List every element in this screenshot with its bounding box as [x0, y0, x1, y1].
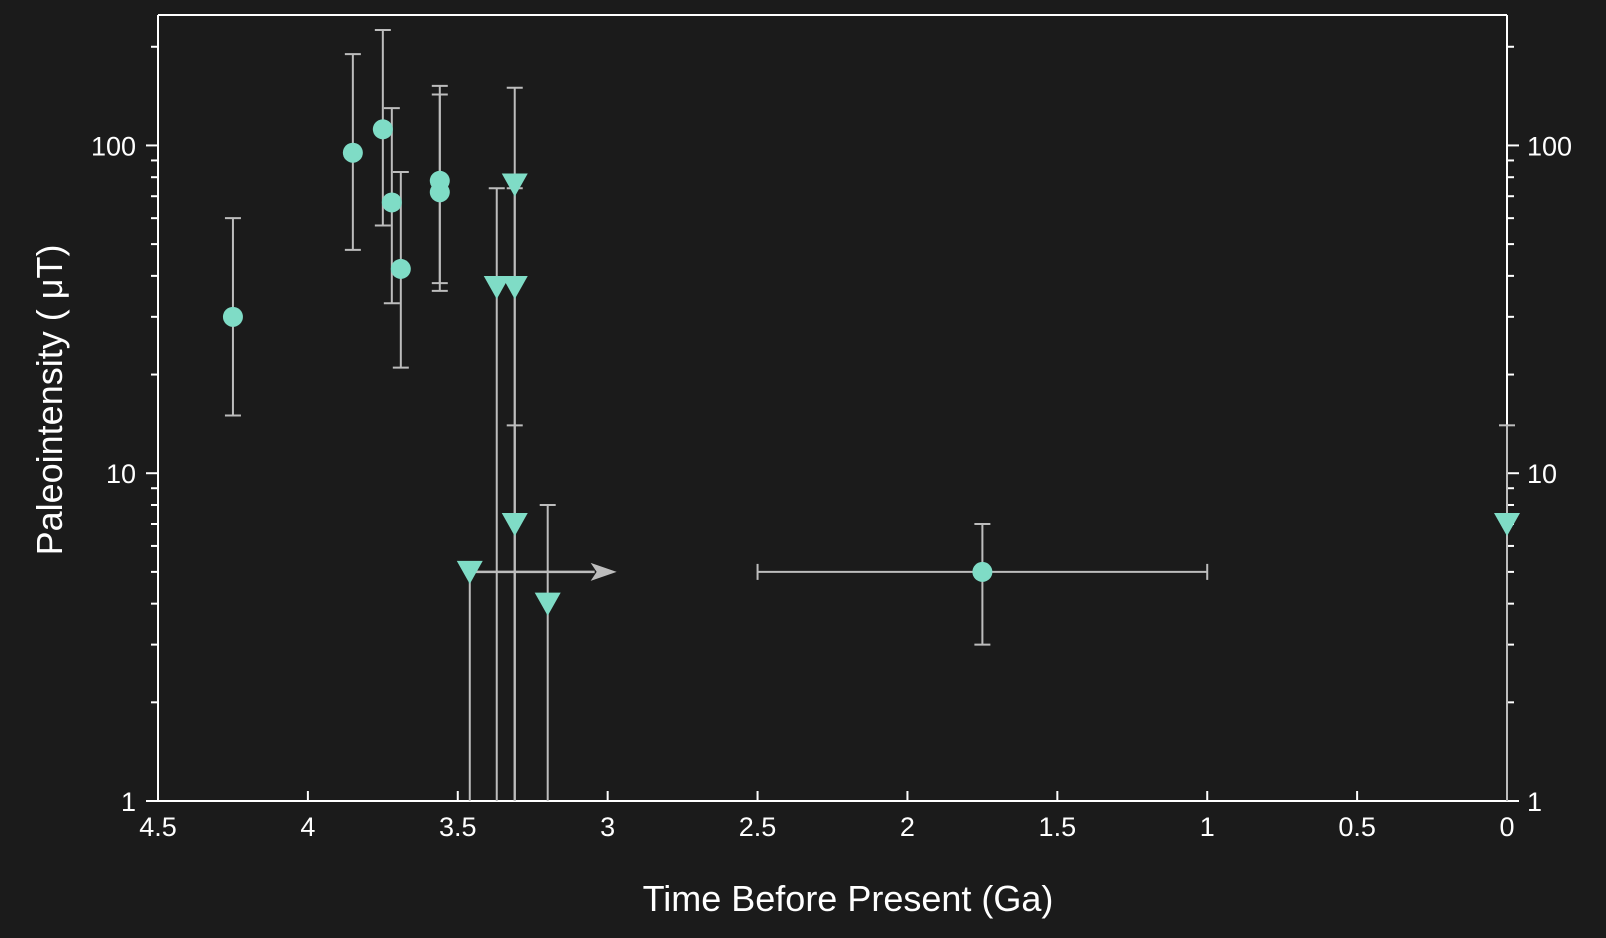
- data-point-triangle: [501, 275, 528, 300]
- data-point-triangle: [501, 173, 528, 197]
- data-point-circle: [972, 561, 993, 582]
- x-tick-label: 1: [1200, 812, 1215, 842]
- x-tick-label: 4.5: [139, 812, 177, 842]
- x-tick-label: 3.5: [439, 812, 477, 842]
- data-point-triangle: [534, 592, 561, 616]
- x-axis-title: Time Before Present (Ga): [643, 878, 1054, 919]
- error-bars: [224, 28, 1515, 801]
- data-point-circle: [342, 142, 363, 163]
- data-point-circle: [372, 119, 393, 140]
- data-point-circle: [222, 306, 243, 327]
- data-point-circle: [429, 182, 450, 203]
- y-tick-label-right: 1: [1527, 787, 1542, 817]
- y-tick-label: 10: [106, 459, 136, 489]
- y-axis-title: Paleointensity ( μT): [29, 245, 70, 556]
- y-tick-label-right: 10: [1527, 459, 1557, 489]
- y-tick-label: 100: [91, 131, 136, 161]
- range-arrow-head: [590, 562, 617, 581]
- x-tick-label: 2.5: [739, 812, 777, 842]
- data-point-triangle: [1494, 512, 1520, 537]
- x-tick-label: 0.5: [1338, 812, 1376, 842]
- data-point-circle: [381, 192, 402, 213]
- data-point-triangle: [456, 560, 483, 584]
- y-tick-label-right: 100: [1527, 131, 1572, 161]
- data-markers: [222, 119, 1520, 616]
- data-point-triangle: [483, 275, 510, 300]
- y-tick-label: 1: [121, 787, 136, 817]
- x-tick-label: 1.5: [1039, 812, 1077, 842]
- x-tick-label: 2: [900, 812, 915, 842]
- data-point-circle: [390, 258, 411, 279]
- data-point-triangle: [501, 512, 528, 537]
- x-tick-label: 0: [1499, 812, 1514, 842]
- x-tick-label: 3: [600, 812, 615, 842]
- x-tick-label: 4: [300, 812, 315, 842]
